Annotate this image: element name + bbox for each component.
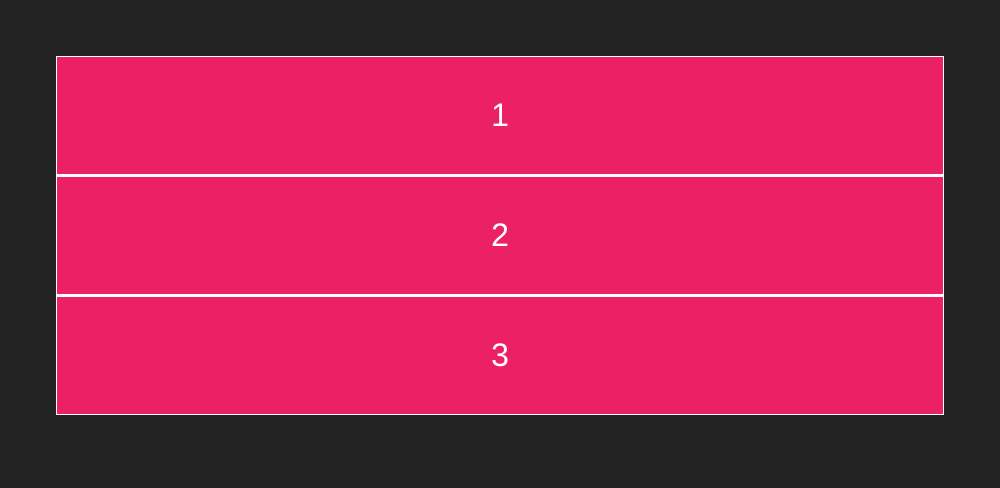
stacked-cells-container: 1 2 3: [56, 56, 944, 415]
cell-1: 1: [57, 57, 943, 174]
cell-3: 3: [57, 294, 943, 414]
cell-2: 2: [57, 174, 943, 294]
cell-3-label: 3: [491, 337, 509, 373]
cell-1-label: 1: [491, 97, 509, 133]
cell-2-label: 2: [491, 217, 509, 253]
